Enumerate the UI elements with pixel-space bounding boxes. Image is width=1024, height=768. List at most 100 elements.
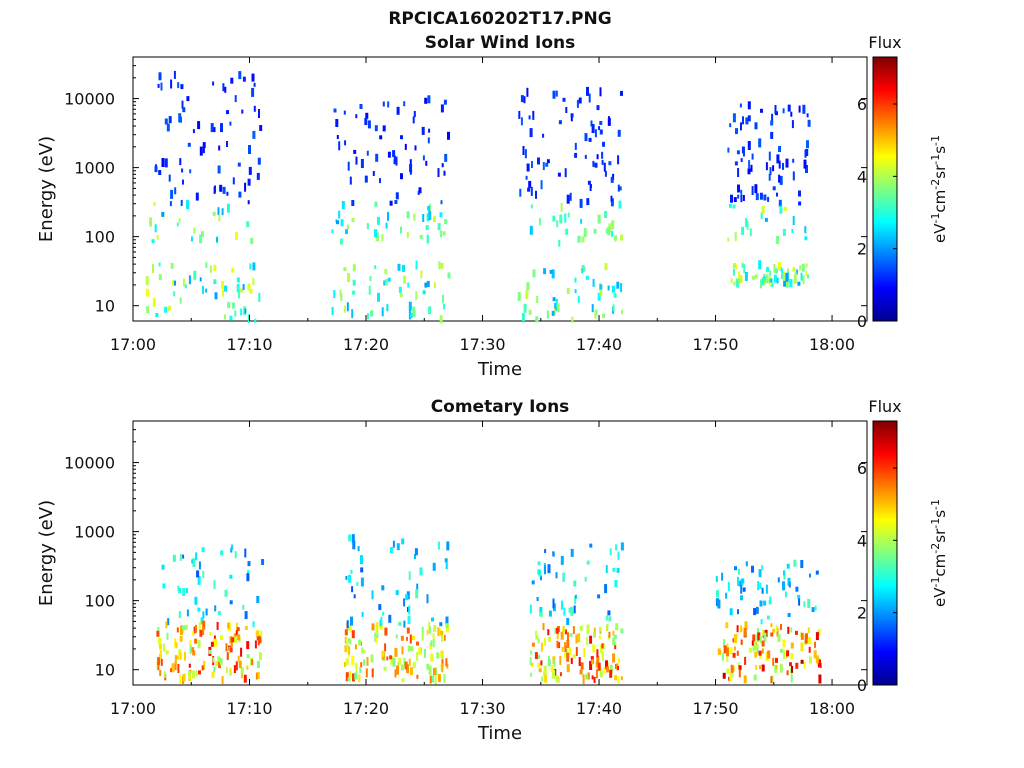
flux-cell bbox=[613, 634, 617, 639]
flux-cell bbox=[344, 645, 348, 653]
flux-cell bbox=[751, 275, 755, 280]
flux-cell bbox=[355, 114, 358, 119]
flux-cell bbox=[182, 625, 185, 630]
x-tick-label: 17:10 bbox=[226, 335, 272, 354]
flux-cell bbox=[583, 648, 586, 657]
flux-cell bbox=[445, 624, 449, 629]
flux-cell bbox=[796, 269, 798, 275]
flux-cell bbox=[598, 126, 601, 131]
flux-cell bbox=[758, 569, 762, 578]
flux-cell bbox=[164, 306, 168, 313]
flux-cell bbox=[221, 676, 224, 685]
flux-cell bbox=[589, 184, 592, 191]
flux-cell bbox=[817, 629, 821, 636]
flux-cell bbox=[803, 661, 806, 669]
y-tick-label: 10 bbox=[95, 661, 115, 680]
flux-cell bbox=[593, 228, 597, 234]
flux-cell bbox=[443, 170, 446, 176]
flux-cell bbox=[540, 642, 543, 652]
flux-cell bbox=[601, 643, 604, 649]
flux-cell bbox=[808, 656, 812, 664]
flux-cell bbox=[604, 170, 607, 177]
flux-cell bbox=[437, 541, 440, 550]
flux-cell bbox=[596, 649, 599, 658]
flux-cell bbox=[775, 657, 778, 663]
flux-cell bbox=[174, 187, 177, 195]
flux-cell bbox=[421, 632, 424, 641]
flux-cell bbox=[768, 151, 771, 161]
x-tick-label: 17:30 bbox=[459, 699, 505, 718]
flux-cell bbox=[428, 626, 431, 634]
flux-cell bbox=[205, 262, 208, 269]
flux-cell bbox=[377, 232, 379, 242]
flux-cell bbox=[561, 600, 563, 610]
flux-cell bbox=[172, 279, 174, 286]
flux-cell bbox=[747, 101, 751, 110]
x-axis-label: Time bbox=[477, 359, 522, 380]
flux-cell bbox=[814, 641, 816, 648]
flux-cell bbox=[729, 647, 733, 655]
flux-cell bbox=[348, 534, 352, 542]
flux-cell bbox=[723, 645, 727, 654]
flux-cell bbox=[759, 600, 763, 607]
y-tick-label: 1000 bbox=[74, 159, 115, 178]
flux-cell bbox=[802, 104, 806, 114]
flux-cell bbox=[800, 272, 803, 281]
flux-cell bbox=[409, 165, 412, 175]
flux-cell bbox=[808, 637, 811, 644]
flux-cell bbox=[761, 587, 764, 594]
flux-cell bbox=[377, 216, 380, 225]
flux-cell bbox=[441, 163, 444, 168]
flux-cell bbox=[574, 594, 577, 599]
flux-cell bbox=[205, 608, 208, 616]
y-axis-label: Energy (eV) bbox=[36, 500, 57, 606]
flux-cell bbox=[529, 604, 532, 614]
flux-cell bbox=[199, 629, 203, 637]
flux-cell bbox=[236, 285, 240, 293]
flux-cell bbox=[443, 634, 446, 641]
flux-cell bbox=[401, 678, 405, 683]
flux-cell bbox=[540, 660, 543, 666]
flux-cell bbox=[539, 611, 543, 617]
flux-cell bbox=[535, 316, 539, 323]
flux-cell bbox=[739, 580, 742, 587]
flux-cell bbox=[339, 238, 343, 245]
flux-cell bbox=[201, 665, 204, 671]
flux-cell bbox=[531, 662, 534, 667]
flux-cell bbox=[415, 260, 418, 270]
flux-cell bbox=[596, 655, 600, 665]
flux-cell bbox=[770, 131, 774, 139]
flux-cell bbox=[769, 270, 772, 277]
flux-cell bbox=[377, 292, 380, 302]
flux-cell bbox=[520, 95, 524, 103]
flux-cell bbox=[445, 658, 448, 667]
flux-cell bbox=[382, 101, 385, 107]
flux-cell bbox=[786, 650, 790, 657]
flux-cell bbox=[344, 305, 346, 313]
flux-cell bbox=[154, 166, 158, 173]
flux-cell bbox=[765, 162, 768, 171]
flux-cell bbox=[744, 271, 748, 281]
flux-cell bbox=[408, 571, 411, 581]
flux-cell bbox=[544, 674, 548, 683]
flux-cell bbox=[252, 621, 255, 628]
flux-cell bbox=[398, 286, 402, 293]
flux-cell bbox=[388, 614, 392, 623]
flux-cell bbox=[229, 636, 233, 644]
flux-cell bbox=[792, 267, 796, 272]
flux-cell bbox=[578, 657, 581, 666]
flux-cell bbox=[243, 674, 247, 683]
flux-cell bbox=[440, 630, 444, 635]
flux-cell bbox=[553, 659, 556, 667]
flux-cell bbox=[729, 123, 732, 128]
flux-cell bbox=[247, 200, 250, 205]
flux-cell bbox=[179, 674, 182, 684]
flux-cell bbox=[606, 624, 609, 630]
flux-cell bbox=[577, 295, 580, 303]
flux-cell bbox=[804, 226, 807, 234]
flux-cell bbox=[801, 263, 805, 272]
flux-cell bbox=[238, 71, 242, 80]
flux-cell bbox=[722, 672, 726, 679]
flux-cell bbox=[158, 274, 162, 281]
flux-cell bbox=[552, 669, 556, 679]
